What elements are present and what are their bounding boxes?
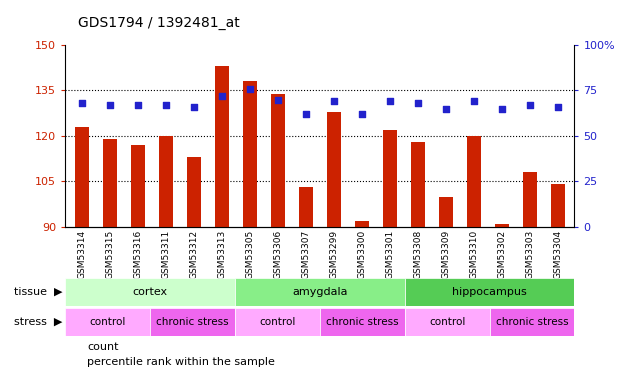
Point (77, 100, 87, 106)
Point (553, 104, 563, 110)
Bar (523, 172, 537, 227)
Point (245, 86, 255, 92)
Bar (438, 196, 453, 227)
Point (469, 98, 479, 104)
Bar (355, 221, 369, 227)
Point (497, 106, 507, 112)
Point (273, 97, 283, 103)
Text: percentile rank within the sample: percentile rank within the sample (87, 357, 275, 367)
Bar (235, 308, 320, 336)
Bar (65, 278, 235, 306)
Point (525, 102, 535, 108)
Bar (159, 136, 173, 227)
Text: chronic stress: chronic stress (496, 316, 568, 327)
Bar (235, 278, 405, 306)
Bar (187, 157, 201, 227)
Text: control: control (259, 316, 296, 327)
Text: cortex: cortex (132, 286, 168, 297)
Bar (215, 66, 229, 227)
Text: chronic stress: chronic stress (156, 316, 229, 327)
Point (413, 100, 423, 106)
Bar (327, 112, 341, 227)
Bar (320, 308, 405, 336)
Bar (551, 184, 564, 227)
Bar (405, 308, 489, 336)
Text: stress  ▶: stress ▶ (14, 316, 62, 327)
Point (357, 111, 367, 117)
Text: chronic stress: chronic stress (326, 316, 399, 327)
Bar (131, 145, 145, 227)
Bar (383, 130, 397, 227)
Text: control: control (89, 316, 126, 327)
Bar (243, 81, 257, 227)
Point (385, 98, 395, 104)
Bar (103, 139, 117, 227)
Bar (299, 188, 313, 227)
Point (329, 98, 339, 104)
Bar (75, 127, 89, 227)
Bar (467, 136, 481, 227)
Point (217, 93, 227, 99)
Text: hippocampus: hippocampus (452, 286, 527, 297)
Bar (495, 224, 509, 227)
Text: amygdala: amygdala (292, 286, 348, 297)
Text: count: count (87, 342, 119, 352)
Point (105, 102, 115, 108)
Point (441, 106, 451, 112)
Point (161, 102, 171, 108)
Bar (271, 93, 285, 227)
Point (301, 111, 310, 117)
Text: control: control (429, 316, 465, 327)
Bar (410, 142, 425, 227)
Text: tissue  ▶: tissue ▶ (14, 286, 62, 297)
Bar (65, 308, 150, 336)
Bar (489, 308, 574, 336)
Text: GDS1794 / 1392481_at: GDS1794 / 1392481_at (78, 16, 239, 30)
Point (189, 104, 199, 110)
Bar (150, 308, 235, 336)
Point (133, 102, 143, 108)
Bar (405, 278, 574, 306)
